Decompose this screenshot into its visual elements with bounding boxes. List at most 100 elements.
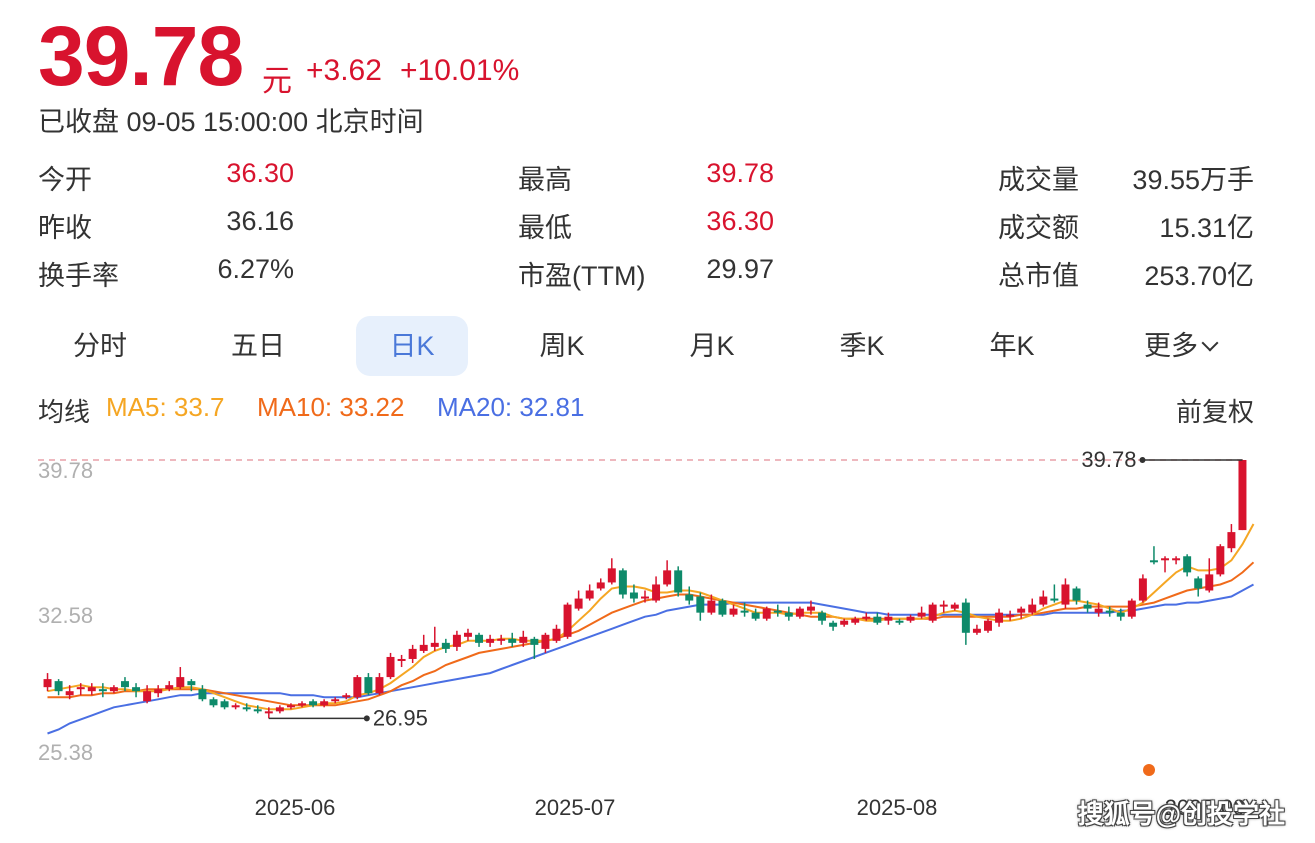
candle bbox=[386, 652, 395, 680]
candle bbox=[1083, 600, 1092, 613]
candle bbox=[419, 634, 428, 653]
candle-body bbox=[1116, 612, 1125, 617]
tab-more[interactable]: 更多 bbox=[1124, 316, 1236, 376]
candle-body bbox=[607, 568, 616, 583]
price-change: +3.62 bbox=[306, 54, 382, 87]
candle-body bbox=[408, 648, 417, 659]
candle bbox=[253, 705, 262, 714]
candle-body bbox=[441, 642, 450, 649]
candle bbox=[917, 606, 926, 619]
candle-body bbox=[873, 616, 882, 623]
stat-label-open: 今开 bbox=[38, 165, 92, 195]
candle bbox=[829, 620, 838, 631]
ma20-line bbox=[47, 583, 1254, 735]
tab-five-day[interactable]: 五日 bbox=[231, 331, 285, 361]
candle bbox=[740, 602, 749, 617]
ma5-value: MA5: 33.7 bbox=[106, 392, 225, 422]
candle bbox=[563, 602, 572, 639]
candle-body bbox=[806, 606, 815, 611]
candle-body bbox=[1028, 604, 1037, 613]
candle bbox=[264, 707, 273, 719]
candle bbox=[784, 606, 793, 621]
candle-body bbox=[1238, 460, 1247, 531]
candle-body bbox=[120, 681, 129, 688]
x-tick-label: 2025-06 bbox=[255, 795, 336, 820]
stat-label-volume: 成交量 bbox=[998, 165, 1079, 195]
stat-value-low: 36.30 bbox=[706, 206, 774, 236]
ma5-line bbox=[47, 523, 1255, 711]
candle-body bbox=[641, 596, 649, 599]
candle bbox=[220, 699, 229, 710]
candle bbox=[1006, 610, 1015, 621]
candle-body bbox=[840, 620, 849, 625]
candle-body bbox=[895, 620, 904, 623]
candle bbox=[895, 618, 904, 625]
candle-body bbox=[1061, 584, 1070, 605]
candle-body bbox=[784, 612, 793, 617]
candle bbox=[674, 566, 683, 597]
candle bbox=[696, 592, 705, 621]
candle bbox=[132, 683, 141, 698]
adjust-toggle[interactable]: 前复权 bbox=[1176, 397, 1255, 427]
stat-label-turnover-rate: 换手率 bbox=[38, 261, 119, 291]
candle bbox=[1094, 602, 1103, 617]
candle bbox=[1072, 586, 1081, 605]
candle bbox=[1017, 606, 1026, 619]
candle-body bbox=[220, 701, 229, 708]
candle bbox=[87, 683, 96, 696]
candle-body bbox=[718, 600, 727, 615]
candle-body bbox=[552, 628, 561, 641]
candle-body bbox=[862, 616, 871, 619]
candle bbox=[1138, 574, 1147, 603]
candle bbox=[165, 681, 174, 692]
candle-body bbox=[65, 691, 74, 696]
candle-body bbox=[707, 600, 716, 613]
candle-body bbox=[264, 711, 273, 714]
candle-body bbox=[674, 570, 683, 593]
tab-quarterly-k[interactable]: 季K bbox=[839, 331, 885, 361]
candle-body bbox=[253, 709, 262, 712]
candle bbox=[430, 626, 439, 651]
candle-body bbox=[1127, 600, 1136, 617]
tab-intraday[interactable]: 分时 bbox=[73, 331, 127, 361]
tab-weekly-k[interactable]: 周K bbox=[539, 331, 585, 361]
stat-value-turnover-amount: 15.31亿 bbox=[1159, 213, 1254, 243]
min-marker-label: 26.95 bbox=[373, 705, 428, 730]
candle bbox=[286, 703, 295, 710]
tab-monthly-k[interactable]: 月K bbox=[689, 331, 735, 361]
tab-daily-k[interactable]: 日K bbox=[356, 316, 468, 376]
y-tick-label: 32.58 bbox=[38, 603, 93, 628]
candle-body bbox=[1105, 610, 1114, 613]
candle bbox=[475, 632, 484, 647]
candle-body bbox=[397, 658, 406, 661]
candle bbox=[508, 632, 517, 647]
candle bbox=[607, 558, 616, 585]
candle-body bbox=[696, 596, 705, 613]
candle bbox=[718, 598, 727, 617]
stat-value-market-cap: 253.70亿 bbox=[1144, 261, 1254, 291]
stat-label-turnover-amount: 成交额 bbox=[998, 213, 1079, 243]
candle-body bbox=[652, 584, 661, 601]
candle-body bbox=[364, 677, 373, 694]
candle-body bbox=[1172, 558, 1181, 561]
candle bbox=[441, 638, 450, 653]
candle-body bbox=[109, 687, 118, 692]
candle-body bbox=[430, 642, 439, 647]
candle bbox=[364, 673, 373, 696]
candle bbox=[452, 630, 461, 651]
candle bbox=[1105, 606, 1114, 617]
candle bbox=[751, 608, 760, 621]
ma-label: 均线 bbox=[38, 397, 91, 427]
candle bbox=[1205, 558, 1214, 593]
y-tick-label: 25.38 bbox=[38, 740, 93, 765]
candle bbox=[519, 630, 528, 647]
ma20-value: MA20: 32.81 bbox=[437, 392, 585, 422]
candle bbox=[685, 586, 694, 605]
ma-lines bbox=[47, 523, 1255, 735]
tab-more-label: 更多 bbox=[1144, 331, 1198, 361]
latest-dot bbox=[1143, 764, 1155, 776]
tab-yearly-k[interactable]: 年K bbox=[989, 331, 1035, 361]
candle bbox=[1183, 554, 1192, 577]
candle bbox=[187, 679, 196, 692]
